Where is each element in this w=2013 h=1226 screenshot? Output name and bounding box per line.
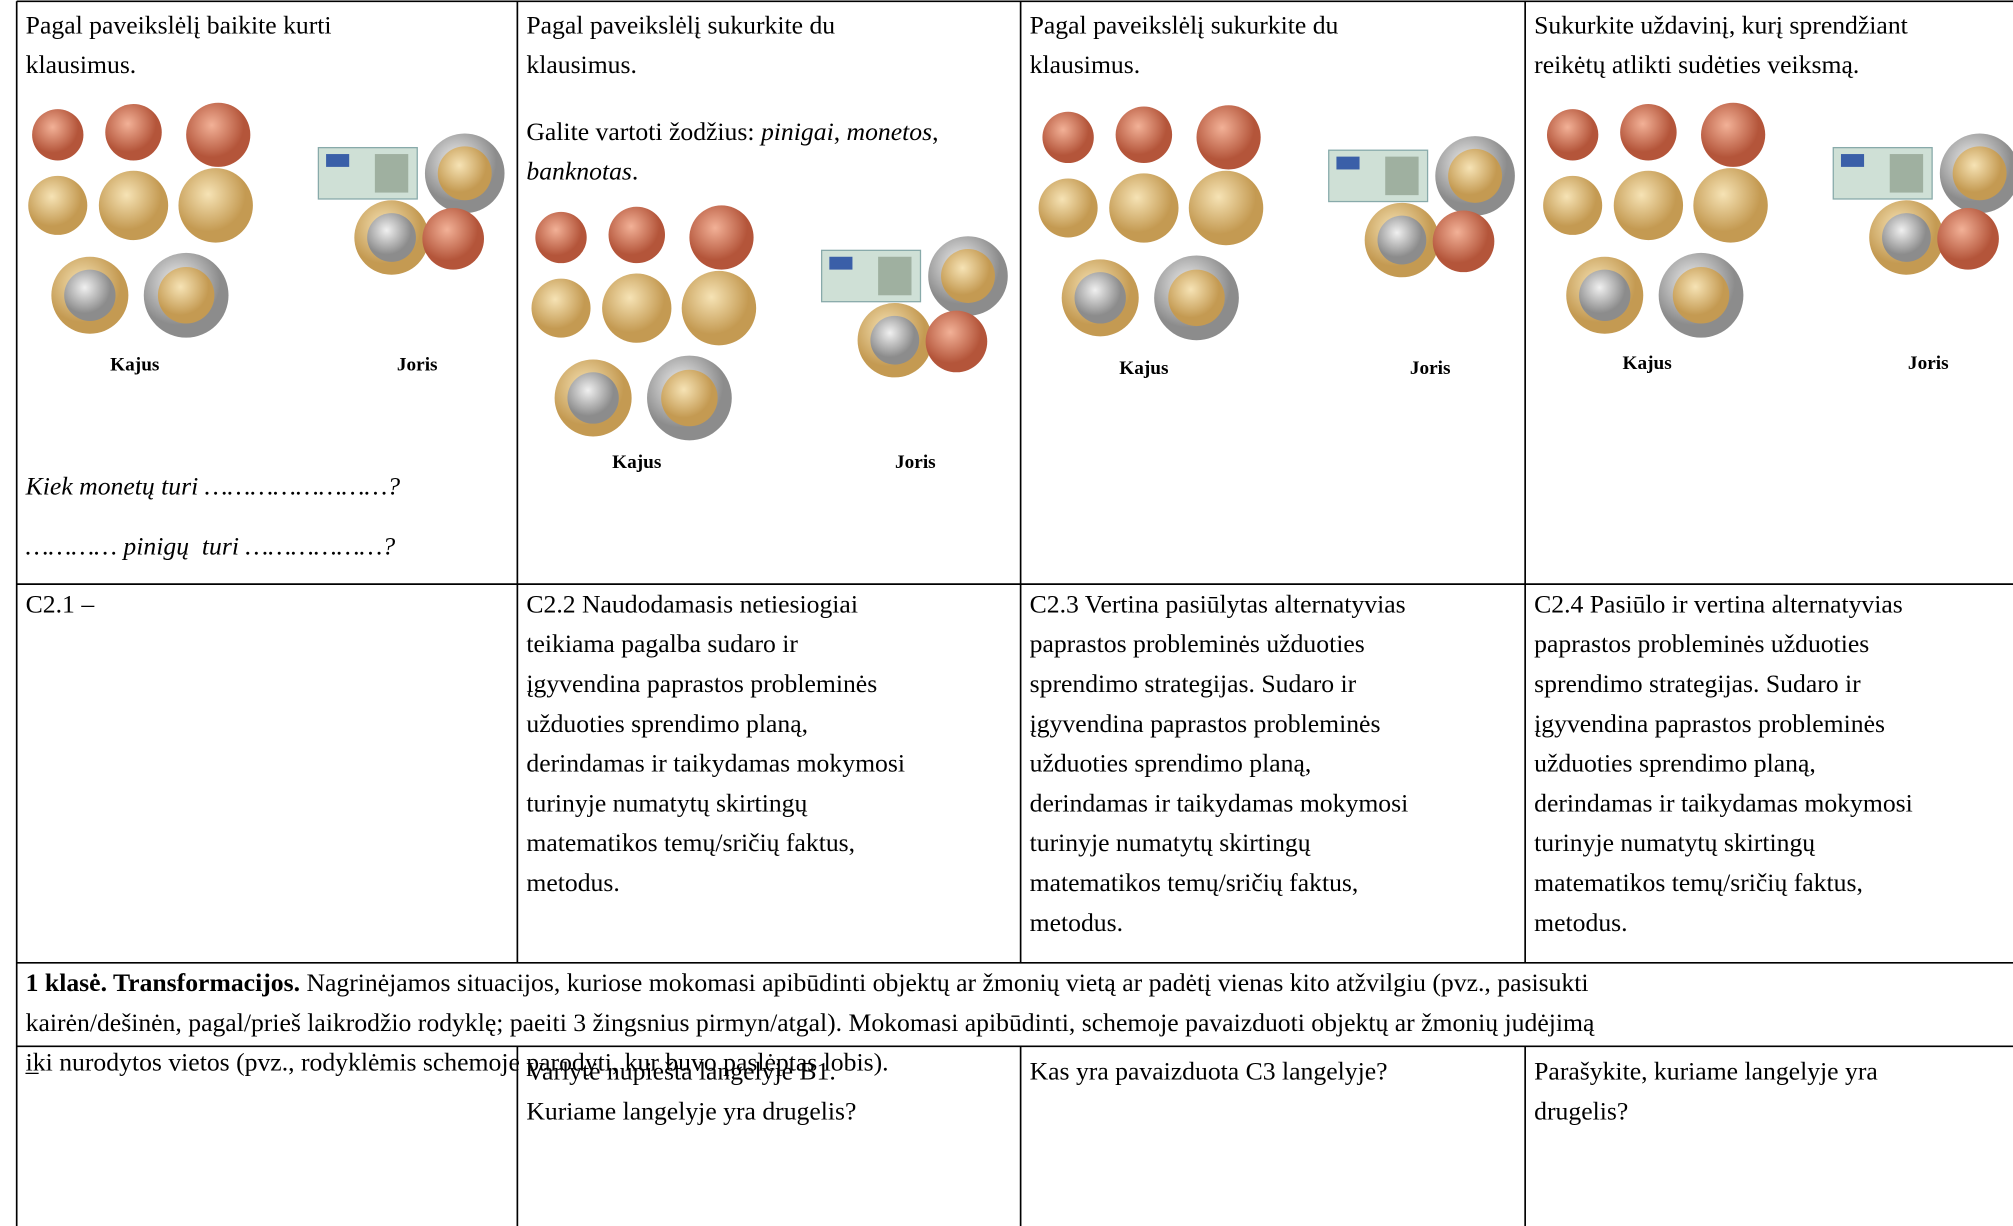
task-text: Varlytė nupiešta langelyje B1. Kuriame la… xyxy=(526,1053,856,1133)
question-template: ………… pinigų turi ………………? xyxy=(25,532,396,562)
hint-part: pinigai xyxy=(760,118,834,147)
hint-part: , xyxy=(833,118,847,147)
criterion-text: C2.4 Pasiūlo ir vertina alternatyvias pap… xyxy=(1534,585,1913,943)
hint-part: monetos xyxy=(846,118,933,147)
hint-part: , xyxy=(932,118,939,147)
text-line: metodus. xyxy=(1534,908,1628,938)
text-line: C2.4 Pasiūlo ir vertina alternatyvias xyxy=(1534,590,1903,619)
text-line: įgyvendina paprastos probleminės xyxy=(526,670,878,699)
coin-owner-label: Joris xyxy=(895,452,936,474)
text-line: sprendimo strategijas. Sudaro ir xyxy=(1029,670,1357,699)
text-line: įgyvendina paprastos probleminės xyxy=(1534,709,1885,739)
text-line: drugelis? xyxy=(1534,1097,1629,1126)
text-line: Pagal paveikslėlį sukurkite du xyxy=(526,11,836,40)
text-part: Nagrinėjamos situacijos, kuriose mokomas… xyxy=(300,969,1589,998)
text-line: 1 klasė. Transformacijos. Nagrinėjamos s… xyxy=(26,964,1595,1004)
text-line: metodus. xyxy=(1029,908,1124,938)
text-line: Pagal paveikslėlį sukurkite du xyxy=(1029,11,1339,40)
task-prompt: Pagal paveikslėlį baikite kurti klausimus… xyxy=(26,6,332,86)
text-line: matematikos temų/sričių faktus, xyxy=(1029,869,1359,898)
text-line: klausimus. xyxy=(1029,51,1141,80)
text-line: kairėn/dešinėn, pagal/prieš laikrodžio r… xyxy=(26,1004,1595,1044)
criterion-text: C2.1 – xyxy=(26,585,94,625)
text-line: Sukurkite uždavinį, kurį sprendžiant xyxy=(1534,11,1908,40)
text-line: užduoties sprendimo planą, xyxy=(1534,749,1816,778)
text-line: C2.3 Vertina pasiūlytas alternatyvias xyxy=(1029,590,1406,619)
coin-owner-label: Joris xyxy=(1907,353,1949,375)
text-line: užduoties sprendimo planą, xyxy=(1029,749,1312,778)
coin-owner-label: Joris xyxy=(1409,358,1451,380)
task-text: Parašykite, kuriame langelyje yra drugeli… xyxy=(1534,1053,1878,1133)
text-line: Kuriame langelyje yra drugelis? xyxy=(526,1097,857,1126)
text-line: derindamas ir taikydamas mokymosi xyxy=(1534,789,1913,818)
text-line: matematikos temų/sričių faktus, xyxy=(526,829,856,858)
text-line: klausimus. xyxy=(25,51,137,80)
task-prompt: Pagal paveikslėlį sukurkite du klausimus. xyxy=(1030,6,1339,86)
text-line: paprastos probleminės užduoties xyxy=(1534,630,1870,659)
text-line: turinyje numatytų skirtingų xyxy=(1534,829,1816,858)
text-line: teikiama pagalba sudaro ir xyxy=(526,630,799,659)
criterion-text: C2.2 Naudodamasis netiesiogiai teikiama p… xyxy=(526,585,905,903)
text-line: reikėtų atlikti sudėties veiksmą. xyxy=(1534,51,1860,80)
text-line: matematikos temų/sričių faktus, xyxy=(1534,869,1863,898)
text-line: įgyvendina paprastos probleminės xyxy=(1029,709,1381,739)
text-part: iki nurodytos vietos (pvz., rodyklėmis s… xyxy=(25,1048,889,1078)
text-line: Kas yra pavaizduota C3 langelyje? xyxy=(1029,1057,1388,1087)
task-prompt: Pagal paveikslėlį sukurkite du klausimus. xyxy=(526,6,835,86)
hint-part: . xyxy=(631,157,639,187)
coin-owner-label: Kajus xyxy=(110,354,160,376)
criterion-text: C2.3 Vertina pasiūlytas alternatyvias pap… xyxy=(1030,585,1409,943)
grade-heading: 1 klasė. Transformacijos. xyxy=(25,969,301,998)
text-line: sprendimo strategijas. Sudaro ir xyxy=(1534,670,1861,699)
text-line: – xyxy=(25,1057,39,1087)
text-line: C2.2 Naudodamasis netiesiogiai xyxy=(526,590,858,619)
question-template: Kiek monetų turi ……………………? xyxy=(25,472,401,501)
task-text: – xyxy=(26,1053,39,1093)
text-line: Pagal paveikslėlį baikite kurti xyxy=(25,11,332,40)
text-line: turinyje numatytų skirtingų xyxy=(1029,829,1311,858)
text-line: metodus. xyxy=(526,869,620,898)
coin-owner-label: Kajus xyxy=(612,452,662,474)
hint-part: banknotas xyxy=(526,157,632,187)
text-line: paprastos probleminės užduoties xyxy=(1029,630,1365,659)
text-line: Parašykite, kuriame langelyje yra xyxy=(1534,1057,1878,1087)
text-line: derindamas ir taikydamas mokymosi xyxy=(1029,789,1409,818)
coin-owner-label: Joris xyxy=(396,354,438,376)
coin-owner-label: Kajus xyxy=(1622,353,1672,375)
coin-owner-label: Kajus xyxy=(1119,358,1169,380)
task-prompt: Sukurkite uždavinį, kurį sprendžiant reik… xyxy=(1534,6,1908,86)
text-line: derindamas ir taikydamas mokymosi xyxy=(526,749,906,778)
hint-part: Galite vartoti žodžius: xyxy=(526,118,761,147)
text-line: C2.1 – xyxy=(25,590,95,619)
task-text: Kas yra pavaizduota C3 langelyje? xyxy=(1030,1053,1388,1093)
text-line: iki nurodytos vietos (pvz., rodyklėmis s… xyxy=(26,1044,1595,1084)
grade-description: 1 klasė. Transformacijos. Nagrinėjamos s… xyxy=(26,964,1595,1083)
text-line: turinyje numatytų skirtingų xyxy=(526,789,808,818)
text-part: kairėn/dešinėn, pagal/prieš laikrodžio r… xyxy=(25,1009,1595,1038)
word-hint: Galite vartoti žodžius: pinigai, monetos… xyxy=(526,113,950,193)
text-line: užduoties sprendimo planą, xyxy=(526,709,809,739)
text-line: klausimus. xyxy=(526,51,637,80)
text-line: Varlytė nupiešta langelyje B1. xyxy=(526,1057,836,1087)
